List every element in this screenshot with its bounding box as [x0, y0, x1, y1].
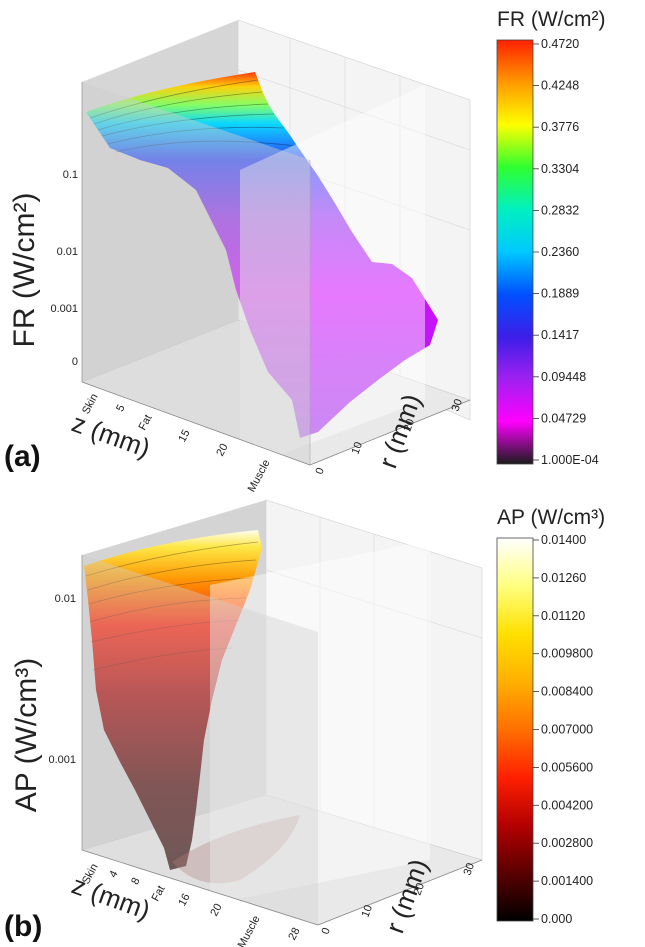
fr-ztick-1: 0.01 [57, 246, 78, 258]
ap-xtick: 28 [286, 926, 302, 942]
ap-xlabel: z (mm) [68, 869, 154, 925]
fr-colorbar [496, 39, 534, 465]
ap-ytick: 0 [320, 926, 333, 936]
fr-colorbar-tick-label: 0.3304 [541, 162, 579, 176]
fr-colorbar-tick-label: 0.4720 [541, 37, 579, 51]
ap-colorbar-tick-label: 0.004200 [541, 798, 593, 812]
fr-xtick: 15 [176, 428, 192, 444]
fr-ztick-3: 0 [72, 356, 78, 368]
front-wall [82, 82, 310, 465]
fr-slice-plane [240, 85, 425, 470]
fr-zlabel: FR (W/cm²) [8, 193, 41, 348]
ap-xtick: 20 [208, 902, 224, 918]
fr-ztick-2: 0.001 [50, 303, 78, 315]
ap-colorbar-tick-label: 0.01260 [541, 571, 586, 585]
panel-b: 0.01 0.001 AP (W/cm³) Skin 4 8 Fat 16 20… [4, 499, 605, 947]
ap-xtick: 8 [129, 876, 142, 887]
ap-ztick-1: 0.001 [48, 754, 76, 766]
ap-xtick: 4 [107, 869, 120, 880]
fr-colorbar-tick-label: 0.4248 [541, 79, 579, 93]
ap-colorbar-tick-label: 0.01400 [541, 533, 586, 547]
front-wall [82, 555, 318, 925]
panel-a: 0.1 0.01 0.001 0 FR (W/cm²) Skin 5 Fat 1… [4, 8, 605, 494]
fr-ytick: 10 [350, 440, 365, 456]
fr-colorbar-tick-label: 0.2360 [541, 245, 579, 259]
fr-colorbar-tick-label: 0.1417 [541, 328, 579, 342]
ap-ytick: 10 [360, 903, 375, 919]
fr-colorbar-title: FR (W/cm²) [497, 8, 605, 31]
ap-colorbar-title: AP (W/cm³) [497, 506, 605, 529]
fr-ytick: 20 [402, 417, 417, 433]
fr-xlabel: z (mm) [68, 407, 154, 463]
ap-xtick: 16 [176, 892, 192, 908]
ap-colorbar-tick-label: 0.002800 [541, 836, 593, 850]
ap-xtick: Muscle [236, 914, 263, 947]
fr-yticks: 0 10 20 30 [314, 397, 465, 476]
fr-colorbar-tick-label: 0.04729 [541, 411, 586, 425]
ap-colorbar-tick-label: 0.000 [541, 912, 572, 926]
ap-colorbar [496, 537, 534, 922]
ap-ztick-0: 0.01 [55, 593, 76, 605]
ap-colorbar-tick-label: 0.001400 [541, 874, 593, 888]
fr-xtick: 5 [114, 403, 127, 414]
fr-contour-lines [89, 79, 297, 153]
fr-colorbar-tick-label: 0.1889 [541, 287, 579, 301]
ap-surface [84, 530, 262, 870]
ap-colorbar-tick-label: 0.01120 [541, 609, 585, 623]
ap-slice-plane [210, 540, 430, 905]
ap-colorbar-tick-label: 0.009800 [541, 647, 593, 661]
ap-colorbar-tick-label: 0.008400 [541, 685, 593, 699]
ap-contour-lines [85, 541, 259, 671]
fr-surface [86, 72, 438, 438]
ap-zlabel: AP (W/cm³) [10, 658, 43, 812]
fr-colorbar-tick-label: 0.09448 [541, 370, 586, 384]
fr-colorbar-tick-label: 0.3776 [541, 120, 579, 134]
fr-ytick: 0 [314, 466, 327, 476]
ap-ytick: 30 [462, 861, 477, 877]
ap-colorbar-tick-label: 0.007000 [541, 723, 593, 737]
panel-label-a: (a) [4, 440, 41, 473]
fr-ztick-0: 0.1 [63, 169, 78, 181]
fr-ytick: 30 [450, 397, 465, 413]
ap-ytick: 20 [412, 881, 427, 897]
ap-yticks: 0 10 20 30 [320, 861, 477, 936]
panel-label-b: (b) [4, 910, 42, 943]
fr-colorbar-tick-label: 0.2832 [541, 203, 579, 217]
ap-floor-speckle [172, 815, 300, 884]
fr-xtick: 20 [214, 442, 230, 458]
ap-colorbar-tick-label: 0.005600 [541, 760, 593, 774]
back-wall-grid [265, 517, 483, 846]
fr-colorbar-tick-label: 1.000E-04 [541, 453, 599, 467]
